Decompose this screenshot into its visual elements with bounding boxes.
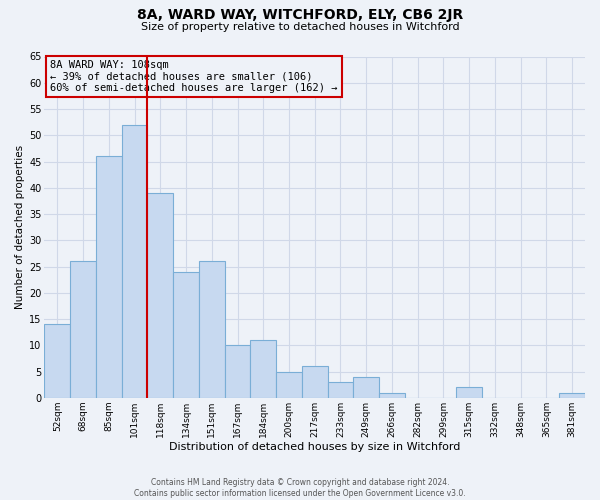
Bar <box>44 324 70 398</box>
Y-axis label: Number of detached properties: Number of detached properties <box>15 145 25 309</box>
Bar <box>353 377 379 398</box>
Bar <box>224 346 250 398</box>
Bar <box>250 340 276 398</box>
Bar <box>70 262 96 398</box>
Text: Size of property relative to detached houses in Witchford: Size of property relative to detached ho… <box>140 22 460 32</box>
Bar <box>199 262 224 398</box>
Bar <box>276 372 302 398</box>
Bar <box>96 156 122 398</box>
Bar <box>328 382 353 398</box>
Bar <box>559 392 585 398</box>
X-axis label: Distribution of detached houses by size in Witchford: Distribution of detached houses by size … <box>169 442 460 452</box>
Text: Contains HM Land Registry data © Crown copyright and database right 2024.
Contai: Contains HM Land Registry data © Crown c… <box>134 478 466 498</box>
Bar <box>456 388 482 398</box>
Text: 8A WARD WAY: 108sqm
← 39% of detached houses are smaller (106)
60% of semi-detac: 8A WARD WAY: 108sqm ← 39% of detached ho… <box>50 60 337 93</box>
Bar <box>122 125 148 398</box>
Bar <box>379 392 405 398</box>
Bar <box>148 193 173 398</box>
Text: 8A, WARD WAY, WITCHFORD, ELY, CB6 2JR: 8A, WARD WAY, WITCHFORD, ELY, CB6 2JR <box>137 8 463 22</box>
Bar <box>173 272 199 398</box>
Bar <box>302 366 328 398</box>
